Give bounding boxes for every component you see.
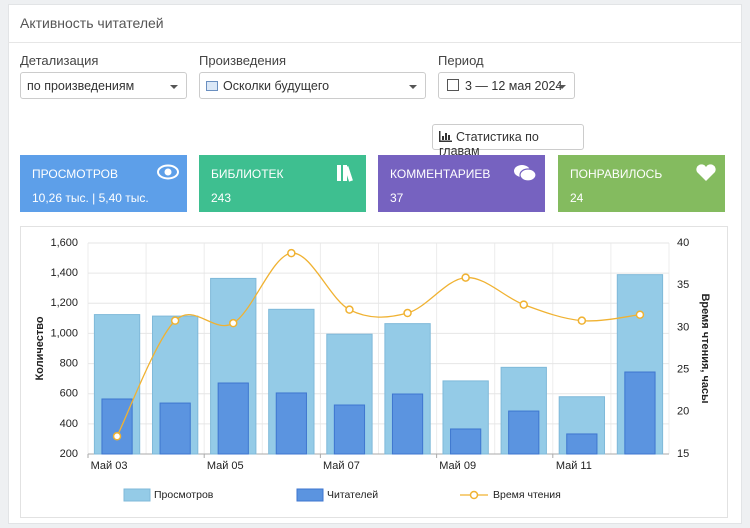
chapters-button[interactable]: Статистика по главам: [432, 124, 584, 158]
select[interactable]: по произведениям: [20, 72, 187, 99]
divider: [8, 42, 742, 43]
stat-card: КОММЕНТАРИЕВ 37: [378, 155, 545, 212]
line-point: [345, 305, 354, 314]
y2-tick-label: 25: [677, 364, 689, 376]
chart-frame: [20, 226, 728, 518]
library-icon: [337, 165, 353, 182]
line-point: [229, 318, 238, 328]
eye-icon: [157, 164, 179, 180]
date-picker[interactable]: 3 — 12 мая 2024: [438, 72, 575, 99]
y-tick-label: 1,200: [50, 297, 78, 309]
x-tick-label: Май 03: [91, 460, 128, 472]
panel-title: Активность читателей: [20, 15, 164, 31]
line-point: [635, 310, 645, 319]
line-point: [519, 300, 528, 309]
heart-icon: [696, 164, 716, 181]
comments-icon: [514, 165, 537, 182]
select-value: по произведениям: [27, 79, 135, 93]
filter-label: Произведения: [199, 53, 287, 68]
line-point: [461, 273, 470, 282]
y2-tick-label: 15: [677, 448, 689, 460]
legend-swatch: [123, 488, 151, 502]
line-point: [287, 248, 296, 258]
y-tick-label: 1,600: [50, 237, 78, 249]
select-value: 3 — 12 мая 2024: [465, 79, 563, 93]
card-value: 24: [570, 191, 584, 205]
bar: [333, 404, 366, 455]
stat-card: БИБЛИОТЕК 243: [199, 155, 366, 212]
y2-tick-label: 20: [677, 406, 689, 418]
y-tick-label: 400: [60, 418, 78, 430]
card-title: БИБЛИОТЕК: [211, 167, 284, 181]
bar: [275, 392, 307, 455]
y-tick-label: 200: [60, 448, 78, 460]
select[interactable]: Осколки будущего: [199, 72, 426, 99]
card-title: ПРОСМОТРОВ: [32, 167, 118, 181]
bar: [566, 433, 598, 455]
chart: 200 400 600 800 1,000 1,200 1,400 1,600 15 20 25 30…: [34, 237, 711, 502]
card-title: КОММЕНТАРИЕВ: [390, 167, 491, 181]
legend-label: Время чтения: [493, 489, 561, 501]
y-tick-label: 1,000: [50, 327, 78, 339]
bar: [508, 410, 540, 455]
x-tick-label: Май 07: [323, 460, 360, 472]
legend-label: Читателей: [327, 489, 378, 501]
line-point: [403, 308, 412, 318]
y2-tick-label: 30: [677, 321, 689, 333]
button-label: Статистика по главам: [439, 130, 539, 158]
y2-axis-title: Время чтения, часы: [699, 293, 711, 403]
y-tick-label: 600: [60, 388, 78, 400]
y2-tick-label: 40: [677, 237, 689, 249]
bar: [217, 382, 249, 455]
x-tick-label: Май 11: [556, 460, 592, 472]
legend-swatch: [469, 490, 479, 500]
bar: [450, 428, 482, 455]
card-value: 10,26 тыс. | 5,40 тыс.: [32, 191, 149, 205]
x-tick-label: Май 05: [207, 460, 244, 472]
filter-label: Период: [438, 53, 484, 68]
line-point: [577, 316, 587, 325]
stat-card: ПРОСМОТРОВ 10,26 тыс. | 5,40 тыс.: [20, 155, 187, 212]
stat-card: ПОНРАВИЛОСЬ 24: [558, 155, 725, 212]
y-axis-title: Количество: [34, 316, 46, 380]
card-title: ПОНРАВИЛОСЬ: [570, 167, 663, 181]
x-tick-label: Май 09: [439, 460, 476, 472]
bar: [101, 398, 133, 455]
bar: [159, 402, 191, 455]
line-point: [170, 316, 180, 325]
line-point: [112, 432, 122, 441]
card-value: 37: [390, 191, 404, 205]
legend-label: Просмотров: [154, 489, 214, 501]
bar: [391, 393, 424, 455]
y-tick-label: 800: [60, 357, 78, 369]
select-value: Осколки будущего: [223, 79, 330, 93]
y2-tick-label: 35: [677, 279, 689, 291]
card-value: 243: [211, 191, 232, 205]
bar: [624, 371, 656, 455]
y-tick-label: 1,400: [50, 267, 78, 279]
filter-label: Детализация: [20, 53, 99, 68]
legend-swatch: [296, 488, 324, 502]
